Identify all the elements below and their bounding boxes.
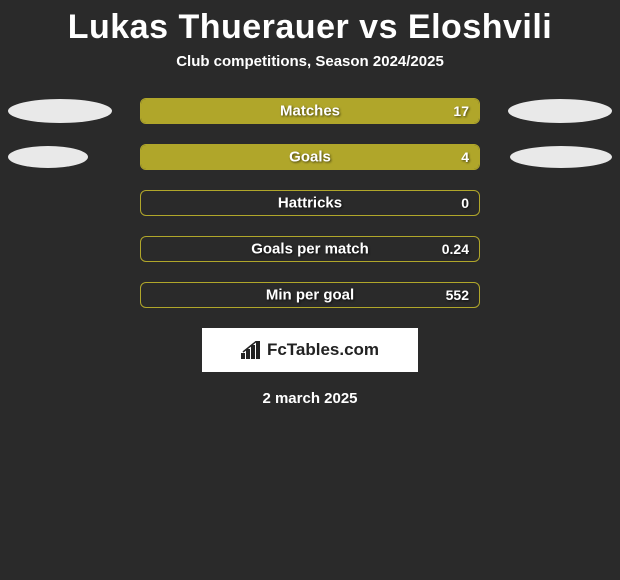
stat-label: Goals bbox=[289, 149, 331, 166]
stat-value: 0 bbox=[461, 195, 469, 211]
stat-label: Goals per match bbox=[251, 241, 369, 258]
logo-inner: FcTables.com bbox=[241, 340, 379, 360]
logo-text: FcTables.com bbox=[267, 340, 379, 360]
subtitle: Club competitions, Season 2024/2025 bbox=[0, 53, 620, 98]
stat-bar: Min per goal 552 bbox=[140, 282, 480, 308]
stat-row: Hattricks 0 bbox=[0, 190, 620, 216]
stat-label: Matches bbox=[280, 103, 340, 120]
chart-icon bbox=[241, 341, 263, 359]
stat-bar: Goals 4 bbox=[140, 144, 480, 170]
logo-box[interactable]: FcTables.com bbox=[202, 328, 418, 372]
stat-row: Min per goal 552 bbox=[0, 282, 620, 308]
player-right-ellipse bbox=[510, 146, 612, 168]
stat-value: 552 bbox=[446, 287, 469, 303]
stat-label: Hattricks bbox=[278, 195, 342, 212]
date-text: 2 march 2025 bbox=[0, 390, 620, 407]
player-left-ellipse bbox=[8, 99, 112, 123]
infographic-container: Lukas Thuerauer vs Eloshvili Club compet… bbox=[0, 0, 620, 580]
stat-value: 17 bbox=[453, 103, 469, 119]
player-right-ellipse bbox=[508, 99, 612, 123]
stat-bar: Hattricks 0 bbox=[140, 190, 480, 216]
stat-value: 4 bbox=[461, 149, 469, 165]
stat-row: Goals per match 0.24 bbox=[0, 236, 620, 262]
stat-bar: Matches 17 bbox=[140, 98, 480, 124]
stat-label: Min per goal bbox=[266, 287, 354, 304]
player-left-ellipse bbox=[8, 146, 88, 168]
stat-row: Goals 4 bbox=[0, 144, 620, 170]
stats-area: Matches 17 Goals 4 Hattricks 0 Goals per match… bbox=[0, 98, 620, 308]
stat-bar: Goals per match 0.24 bbox=[140, 236, 480, 262]
page-title: Lukas Thuerauer vs Eloshvili bbox=[0, 0, 620, 53]
stat-row: Matches 17 bbox=[0, 98, 620, 124]
stat-value: 0.24 bbox=[442, 241, 469, 257]
